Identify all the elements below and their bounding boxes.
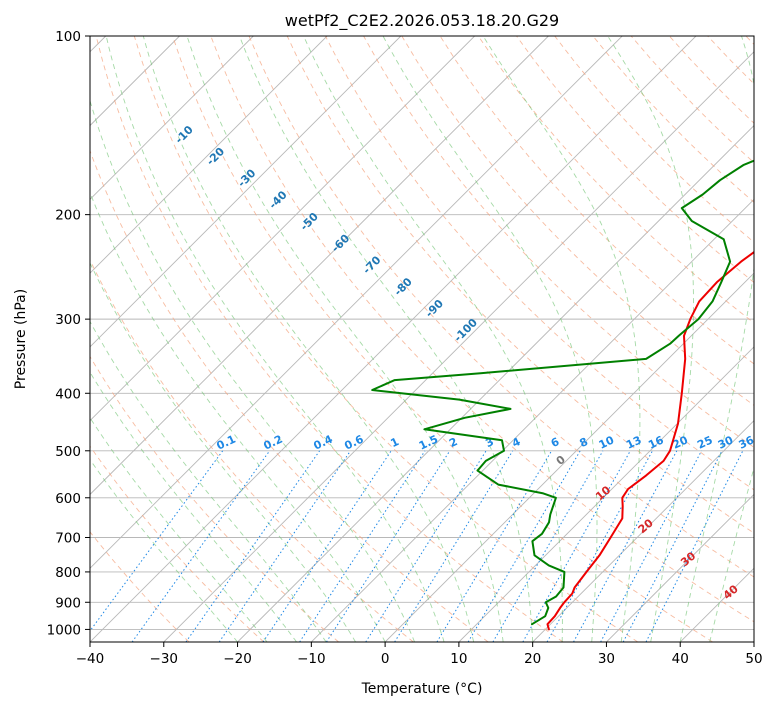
isotherm-line [90,36,402,348]
mixing-ratio-label: 13 [624,433,643,451]
mixing-ratio-line [185,450,321,642]
dry-adiabat-line [90,149,489,642]
mixing-ratio-label: 20 [671,433,691,451]
x-tick-label: −20 [223,651,252,667]
dry-adiabat-line [90,259,414,642]
isotherm-line [458,346,754,642]
x-tick-label: −30 [150,651,179,667]
moist-adiabat-line [90,262,356,642]
y-tick-label: 1000 [47,622,81,638]
dry-adiabat-line [210,36,754,623]
plot-area [90,36,754,642]
dry-adiabat-line [248,36,754,578]
x-axis-label: Temperature (°C) [361,681,483,697]
x-tick-label: 10 [450,651,467,667]
x-tick-label: −10 [297,651,326,667]
mixing-ratio-line [365,450,487,642]
mixing-ratio-label: 25 [695,433,714,451]
y-axis-label: Pressure (hPa) [13,289,29,389]
dry-adiabat-line [477,36,754,324]
mixing-ratio-line [546,450,653,642]
moist-adiabat-line [90,99,416,642]
dry-adiabat-line [516,36,754,284]
mixing-ratio-line [467,450,581,642]
moist-adiabat-line [607,36,694,642]
isotherm-line [237,124,754,642]
mixing-ratio-line [600,450,702,642]
moist-adiabat-line [90,458,238,642]
chart-title: wetPf2_C2E2.2026.053.18.20.G29 [285,11,559,31]
plot-frame [89,35,755,643]
mixing-ratio-label: 36 [737,433,757,451]
dry-adiabat-line [401,36,754,406]
y-tick-label: 200 [55,208,81,224]
background-lines [90,36,754,642]
profiles [371,159,754,631]
moist-adiabat-line [90,320,327,642]
moist-adiabat-line [186,36,504,642]
dry-adiabat-line [95,36,564,642]
moist-adiabat-line [303,36,563,642]
moist-adiabat-line [90,416,268,642]
moist-adiabat-line [90,191,386,642]
y-tick-label: 100 [55,29,81,45]
isotherm-line [90,36,549,496]
isotherm-line [163,51,754,642]
y-tick-label: 400 [55,386,81,402]
moist-adiabat-line [142,36,475,642]
dry-adiabat-line [133,36,639,642]
moist-adiabat-line [90,371,297,642]
axes: −40 −30 −20 −10 0 10 20 30 40 50 100 200 300 400 500 60… [47,29,763,667]
dewpoint-profile-line [371,159,754,626]
x-tick-label: −40 [76,651,105,667]
x-tick-label: 20 [524,651,541,667]
dry-adiabat-line [363,36,754,448]
moist-adiabat-line [382,36,598,642]
mixing-ratio-line [394,450,514,642]
y-tick-label: 300 [55,312,81,328]
mixing-ratio-line [436,450,553,642]
mixing-ratio-label: 10 [597,433,617,451]
isotherm-line [90,36,328,274]
mixing-ratio-line [131,450,271,642]
temperature-profile-line [546,250,754,631]
y-tick-label: 600 [55,491,81,507]
moist-adiabat-line [239,36,534,642]
mixing-ratio-line [218,450,351,642]
y-tick-label: 500 [55,444,81,460]
y-tick-label: 800 [55,565,81,581]
isotherm-line [384,272,754,642]
mixing-ratio-label: 30 [716,433,736,451]
isotherm-line [90,36,697,642]
mixing-ratio-line [522,450,631,642]
y-tick-label: 900 [55,595,81,611]
x-tick-label: 50 [745,651,762,667]
dry-adiabat-line [172,36,713,642]
mixing-ratio-line [573,450,678,642]
isotherm-line [532,420,754,642]
dry-adiabat-line [90,531,190,642]
x-tick-label: 40 [672,651,689,667]
mixing-ratio-line [492,450,604,642]
x-tick-label: 30 [598,651,615,667]
moist-adiabat-line [105,36,445,642]
isotherm-line [90,36,254,200]
x-tick-label: 0 [381,651,390,667]
y-tick-label: 700 [55,531,81,547]
isotherm-line [90,36,623,569]
isotherm-line [90,36,475,422]
dry-adiabat-line [90,355,339,642]
mixing-ratio-label: 16 [646,433,666,451]
moist-adiabat-line [482,36,641,642]
isotherm-line [606,493,754,642]
